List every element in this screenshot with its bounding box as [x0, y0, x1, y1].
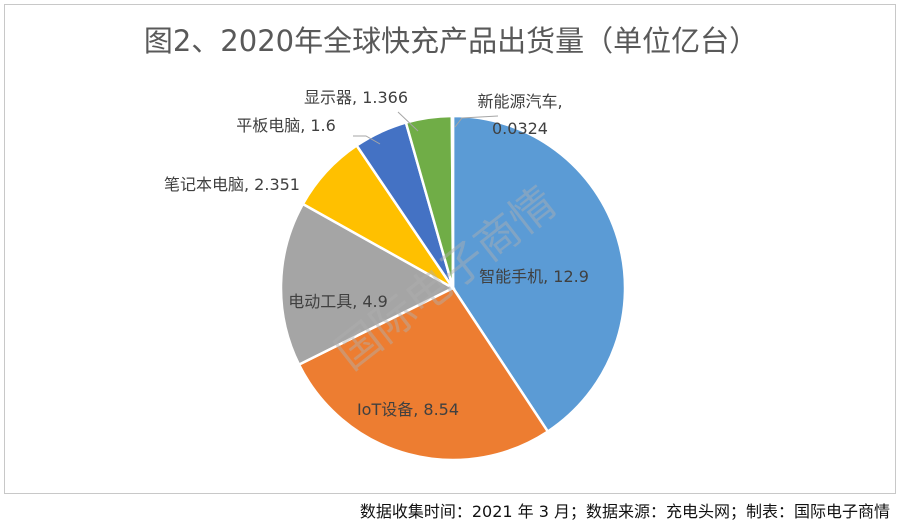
pie-slice-3 [279, 202, 456, 367]
leader-line-5 [353, 135, 381, 145]
pie-slice-7 [450, 114, 455, 289]
source-note: 数据收集时间：2021 年 3 月；数据来源：充电头网；制表：国际电子商情 [359, 502, 890, 521]
leader-line-6 [397, 111, 419, 132]
data-label-5: 平板电脑, 1.6 [236, 116, 336, 135]
pie-slice-2 [297, 286, 550, 462]
data-label-1: 智能手机, 12.9 [479, 267, 589, 286]
chart-frame [4, 4, 896, 494]
data-label-7: 新能源汽车, 0.0324 [477, 92, 562, 138]
data-label-6: 显示器, 1.366 [304, 88, 408, 107]
chart-title: 图2、2020年全球快充产品出货量（单位亿台） [143, 24, 759, 58]
data-label-3: 电动工具, 4.9 [288, 292, 388, 311]
data-label-4: 笔记本电脑, 2.351 [164, 175, 300, 194]
leader-line-7 [454, 115, 499, 128]
data-label-2: IoT设备, 8.54 [357, 400, 459, 419]
